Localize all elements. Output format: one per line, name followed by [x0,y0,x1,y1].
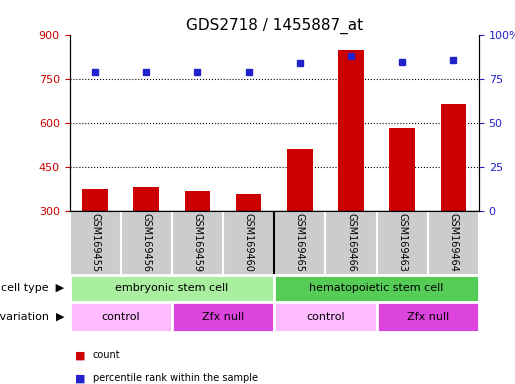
Text: cell type  ▶: cell type ▶ [1,283,64,293]
Text: Zfx null: Zfx null [407,312,449,322]
Text: GSM169456: GSM169456 [141,213,151,272]
Text: GSM169455: GSM169455 [90,213,100,272]
Text: ■: ■ [75,374,85,384]
Text: control: control [306,312,345,322]
Text: Zfx null: Zfx null [202,312,244,322]
Text: genotype/variation  ▶: genotype/variation ▶ [0,312,64,322]
Bar [376,302,479,333]
Bar [133,187,159,211]
Text: GSM169459: GSM169459 [193,213,202,272]
Text: ■: ■ [75,351,85,361]
Text: GSM169464: GSM169464 [449,213,458,271]
Bar [70,302,172,333]
Text: embryonic stem cell: embryonic stem cell [115,283,229,293]
Text: GSM169463: GSM169463 [397,213,407,271]
Text: hematopoietic stem cell: hematopoietic stem cell [310,283,444,293]
Bar [274,275,479,302]
Text: GSM169465: GSM169465 [295,213,305,272]
Bar [82,189,108,211]
Text: GSM169460: GSM169460 [244,213,254,271]
Text: count: count [93,351,121,361]
Bar [236,194,262,211]
Bar [172,302,274,333]
Title: GDS2718 / 1455887_at: GDS2718 / 1455887_at [186,18,363,34]
Text: control: control [101,312,140,322]
Bar [70,275,274,302]
Text: percentile rank within the sample: percentile rank within the sample [93,374,258,384]
Bar [274,302,376,333]
Bar [287,149,313,211]
Bar [440,104,466,211]
Text: GSM169466: GSM169466 [346,213,356,271]
Bar [185,191,210,211]
Bar [389,128,415,211]
Bar [338,50,364,211]
